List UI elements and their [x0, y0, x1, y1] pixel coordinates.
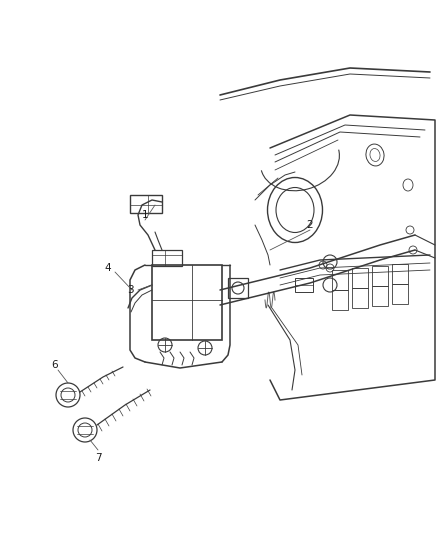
- Bar: [392, 264, 408, 284]
- Text: 6: 6: [52, 360, 58, 370]
- Bar: [295, 278, 313, 292]
- Bar: [392, 284, 408, 304]
- Bar: [372, 266, 388, 286]
- Bar: [332, 290, 348, 310]
- Bar: [352, 288, 368, 308]
- Bar: [352, 268, 368, 288]
- Bar: [152, 265, 222, 340]
- Text: 7: 7: [95, 453, 101, 463]
- Text: 2: 2: [307, 220, 313, 230]
- Bar: [372, 286, 388, 306]
- Bar: [332, 270, 348, 290]
- Text: 3: 3: [127, 285, 133, 295]
- Text: 1: 1: [141, 210, 148, 220]
- Bar: [152, 250, 182, 266]
- Bar: [228, 278, 248, 298]
- Bar: [130, 195, 162, 213]
- Text: 4: 4: [105, 263, 111, 273]
